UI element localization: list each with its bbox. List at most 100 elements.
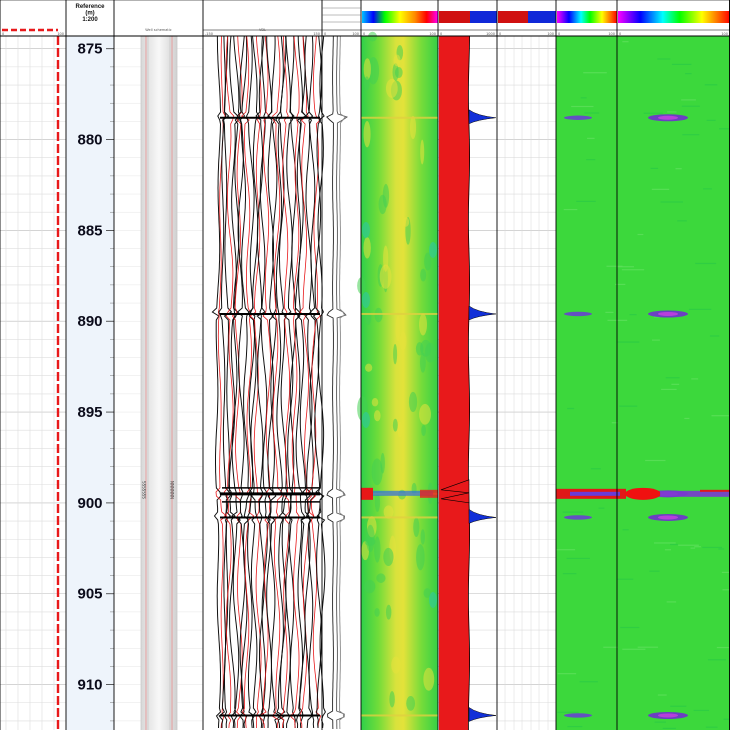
vdl-wave: [267, 35, 282, 729]
map-patch: [385, 78, 398, 98]
map-patch: [389, 691, 395, 708]
image-streak: [643, 112, 663, 114]
map-patch: [416, 544, 425, 571]
scale-min: 0: [363, 32, 365, 36]
scale-max: 150: [313, 32, 320, 36]
cement-map-bg: [361, 36, 438, 730]
vdl-wave: [299, 35, 315, 728]
image-streak: [619, 405, 638, 407]
map-patch: [423, 588, 431, 598]
scale-max: 100: [547, 32, 554, 36]
map-patch: [357, 277, 366, 295]
depth-label: 905: [77, 586, 102, 603]
image-streak: [616, 341, 640, 343]
schematic-label: NNNNNN: [170, 481, 175, 499]
image-streak: [664, 549, 672, 551]
depth-label: 900: [77, 495, 102, 512]
vdl-wave: [241, 35, 255, 729]
image-streak: [567, 725, 583, 728]
vdl-wave: [307, 35, 322, 729]
image-streak: [704, 84, 718, 86]
scale-min: 0: [619, 32, 621, 36]
log-curves: [2, 28, 730, 730]
image-streak: [721, 571, 730, 573]
map-patch: [378, 194, 387, 215]
image-streak: [556, 549, 576, 551]
bond-curve: [467, 35, 471, 730]
image-streak: [586, 159, 596, 161]
bond-peak: [468, 109, 497, 125]
map-patch: [419, 403, 431, 425]
vdl-wave: [289, 35, 300, 728]
map-patch: [394, 66, 403, 79]
scale-max: 100: [608, 32, 615, 36]
image-streak: [649, 570, 660, 572]
map-patch: [363, 58, 371, 80]
map-patch: [380, 452, 385, 474]
track-header: Well schematic: [145, 28, 171, 32]
image-streak: [562, 573, 577, 575]
map-patch: [373, 410, 381, 422]
map-patch: [420, 339, 432, 357]
map-patch: [379, 264, 392, 289]
image-streak: [622, 41, 629, 43]
image-streak: [652, 339, 660, 341]
map-patch: [362, 412, 370, 428]
map-patch: [383, 505, 394, 519]
image-a-anomaly: [564, 115, 592, 120]
header-text: Reference(m)1:200 Well schematic VDL 0 100 -1…: [2, 4, 728, 36]
vdl-wave: [288, 35, 300, 729]
image-streak: [675, 168, 682, 170]
map-patch: [399, 331, 407, 351]
image-streak: [665, 377, 680, 379]
map-patch: [374, 536, 381, 563]
image-streak: [678, 544, 699, 546]
image-streak: [651, 188, 670, 190]
image-streak: [557, 711, 579, 713]
image-streak: [709, 335, 720, 337]
map-patch: [391, 656, 401, 674]
map-patch: [393, 54, 401, 67]
map-patch: [374, 307, 383, 323]
image-streak: [617, 578, 634, 580]
image-streak: [657, 58, 671, 60]
vdl-wave: [248, 35, 260, 729]
vdl-wave: [305, 35, 316, 729]
depth-label: 885: [77, 222, 102, 239]
image-purple-band: [570, 491, 620, 496]
map-patch: [429, 242, 437, 258]
map-patch: [406, 696, 416, 711]
schematic-label: SSSSSSS: [142, 481, 147, 499]
image-b-purple-band: [660, 490, 730, 497]
map-patch: [392, 418, 398, 432]
depth-label: 880: [77, 132, 102, 149]
reference-header-line: 1:200: [82, 17, 98, 23]
vdl-wave: [239, 35, 252, 729]
image-b-red-blob: [625, 487, 661, 500]
map-patch: [363, 120, 371, 148]
image-streak: [637, 233, 644, 236]
image-streak: [562, 511, 584, 513]
image-streak: [576, 200, 596, 203]
map-patch: [362, 222, 370, 238]
map-patch: [393, 344, 398, 365]
scale-min: 0: [499, 32, 501, 36]
scale-max: 100: [352, 32, 359, 36]
image-streak: [584, 112, 600, 114]
image-streak: [691, 378, 699, 380]
image-streak: [657, 694, 667, 696]
map-patch: [395, 315, 401, 342]
map-patch: [365, 309, 372, 325]
map-patch: [408, 391, 418, 413]
image-streak: [667, 111, 677, 113]
map-patch: [374, 492, 381, 512]
vdl-wave: [223, 35, 235, 729]
reference-header-line: Reference: [75, 4, 105, 10]
image-streak: [566, 557, 590, 560]
image-streak: [662, 727, 676, 729]
image-streak: [695, 262, 717, 265]
scale-max: 100: [57, 32, 64, 36]
map-patch: [420, 139, 425, 165]
vdl-wave: [266, 36, 276, 729]
